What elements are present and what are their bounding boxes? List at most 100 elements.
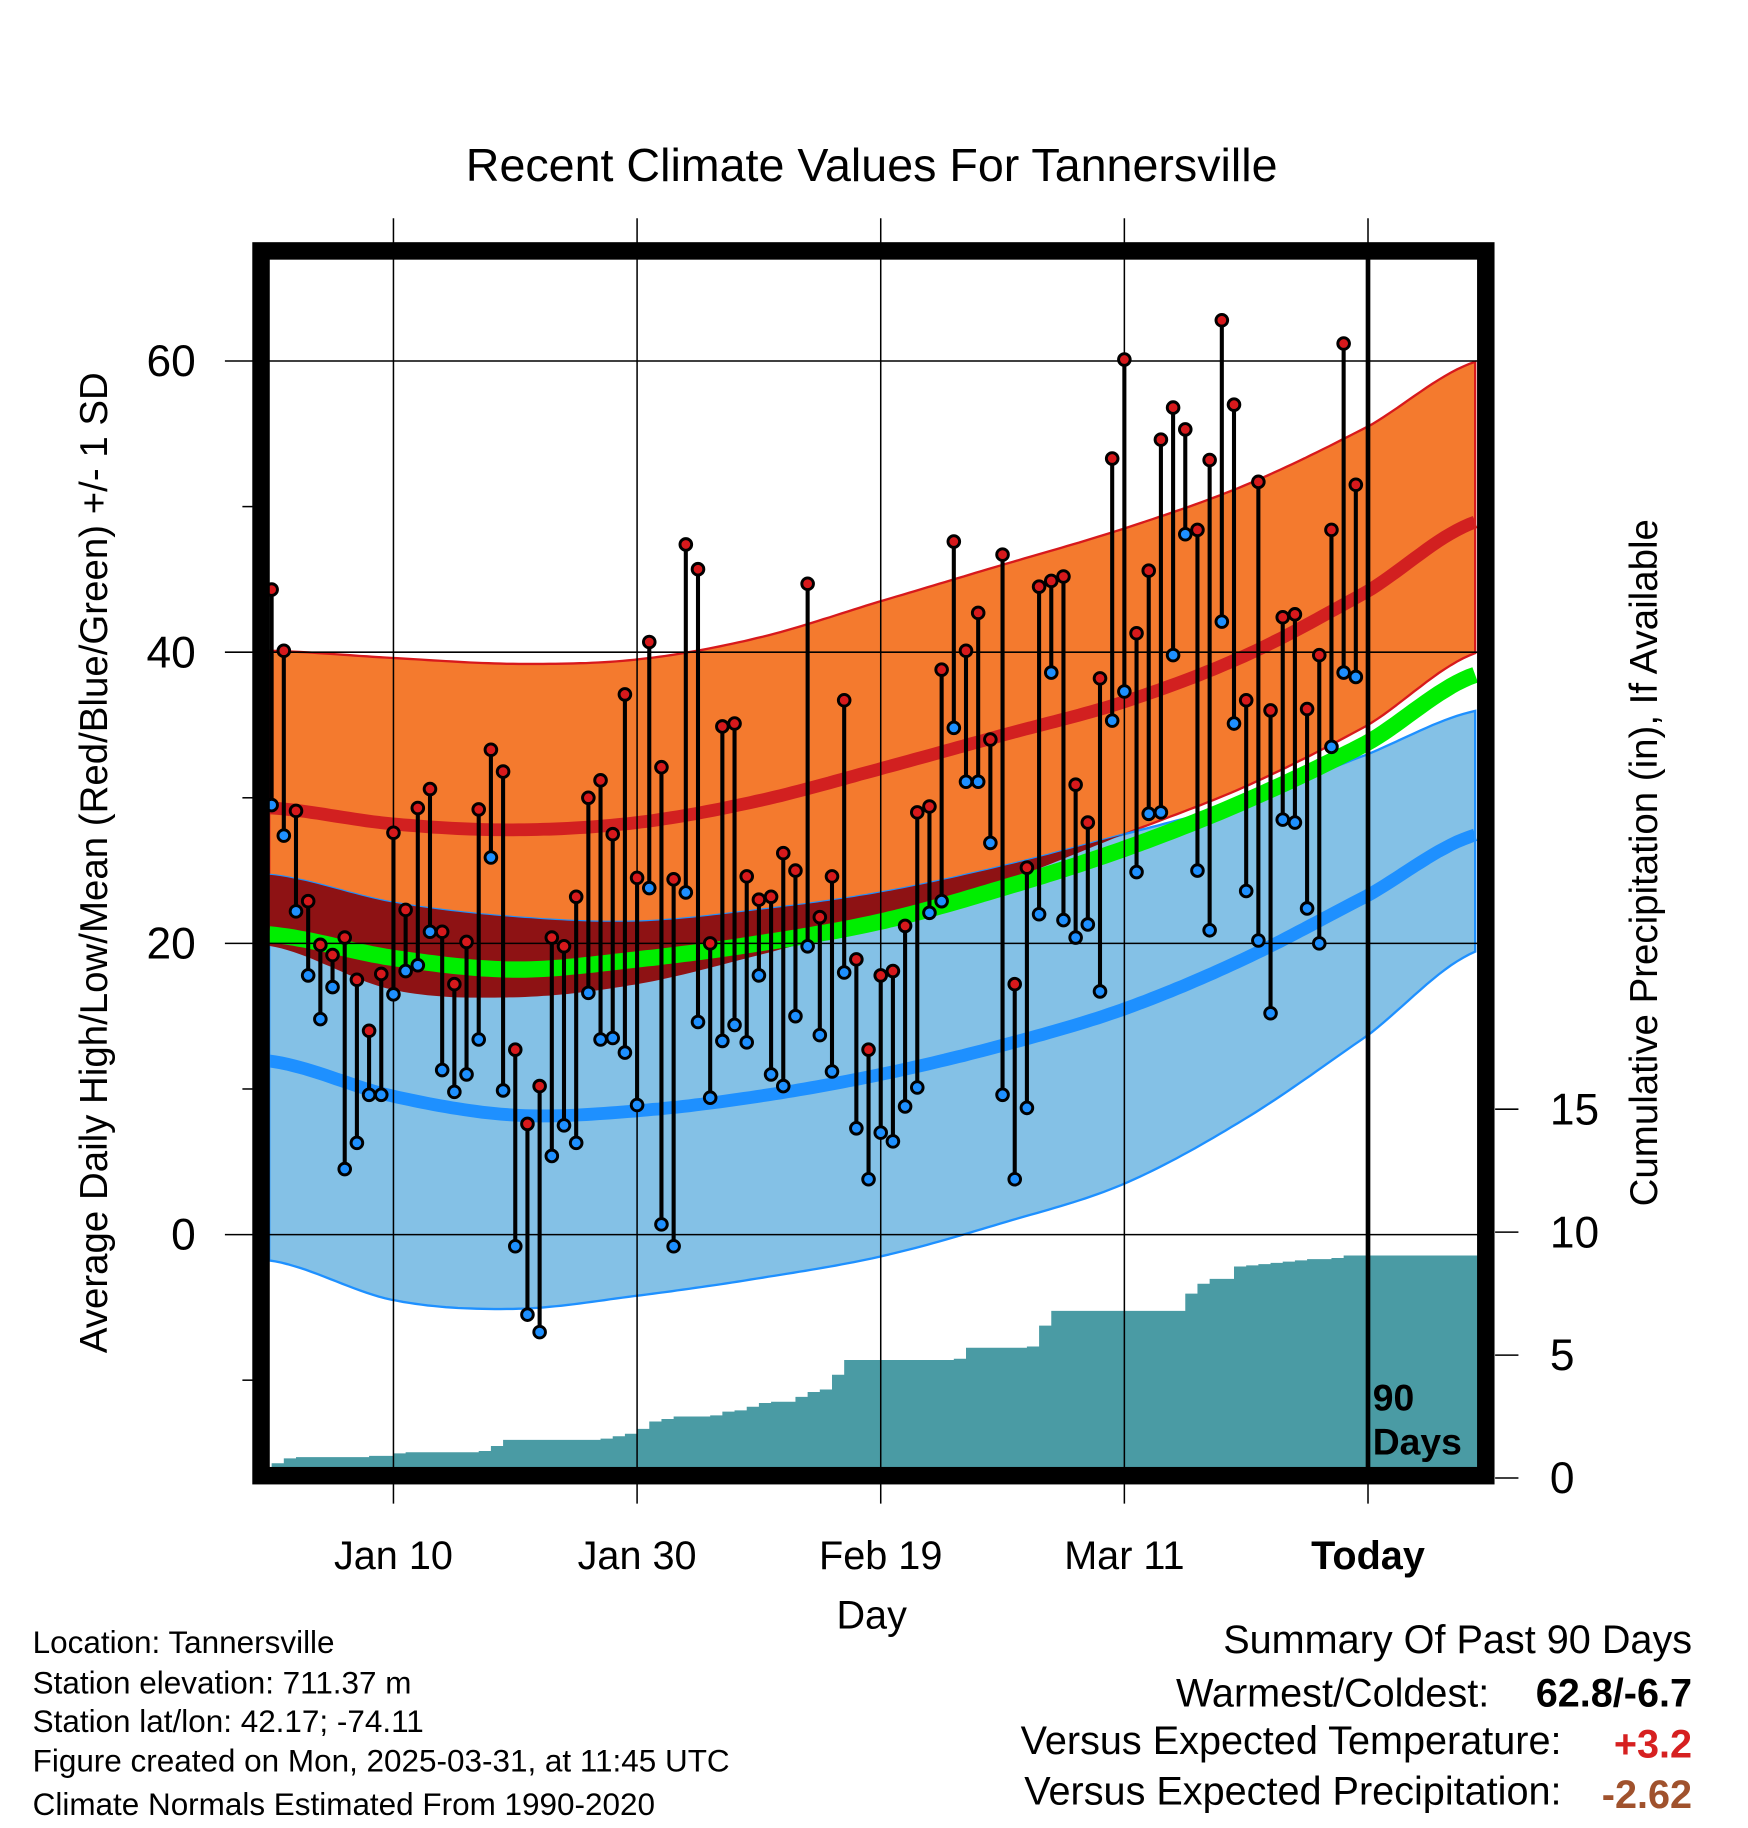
daily-high-point (1324, 522, 1339, 538)
daily-high-point (946, 534, 962, 549)
daily-low-point (1177, 526, 1193, 542)
daily-high-point (678, 537, 694, 552)
daily-high-point (1202, 452, 1217, 468)
daily-high-point (581, 790, 596, 806)
daily-high-point (788, 863, 803, 878)
daily-high-point (1117, 352, 1132, 367)
daily-low-point (507, 1238, 523, 1254)
daily-high-point (410, 800, 426, 816)
daily-high-point (276, 643, 292, 659)
summary-title: Summary Of Past 90 Days (1223, 1618, 1692, 1662)
daily-low-point (544, 1148, 560, 1164)
daily-high-point (800, 576, 815, 592)
daily-high-point (532, 1078, 547, 1094)
daily-low-point (1019, 1100, 1035, 1116)
daily-low-point (1263, 1005, 1278, 1021)
daily-high-point (325, 947, 340, 963)
daily-low-point (1043, 665, 1059, 680)
daily-low-point (751, 968, 767, 983)
daily-low-point (727, 1017, 742, 1033)
daily-high-point (1177, 422, 1193, 437)
daily-high-point (556, 939, 572, 954)
daily-low-point (715, 1033, 730, 1049)
daily-high-point (1056, 569, 1071, 584)
y-tick-label: 60 (147, 337, 196, 386)
daily-low-point (1214, 614, 1230, 629)
daily-low-point (873, 1125, 889, 1140)
daily-low-point (836, 965, 852, 980)
daily-low-point (1056, 912, 1071, 928)
daily-high-point (605, 826, 621, 842)
daily-low-point (1226, 716, 1242, 731)
latlon-text: Station lat/lon: 42.17; -74.11 (33, 1704, 424, 1739)
daily-low-point (1336, 665, 1351, 680)
daily-low-point (422, 924, 438, 940)
daily-high-point (373, 966, 389, 982)
low-normal-line (268, 828, 1478, 1123)
daily-low-point (1324, 739, 1339, 755)
daily-low-point (995, 1087, 1010, 1103)
daily-low-point (337, 1161, 353, 1177)
daily-high-point (1080, 815, 1096, 830)
mean-normal-line (268, 667, 1478, 978)
daily-low-point (909, 1080, 925, 1095)
daily-high-point (1043, 573, 1059, 589)
x-tick-label: Feb 19 (819, 1534, 942, 1578)
daily-high-point (1263, 703, 1278, 718)
daily-high-point (520, 1116, 535, 1132)
daily-high-point (1251, 474, 1266, 490)
elevation-text: Station elevation: 711.37 m (33, 1666, 412, 1701)
daily-low-point (1238, 883, 1254, 899)
daily-high-point (641, 634, 657, 650)
daily-high-point (1153, 432, 1169, 447)
daily-low-point (349, 1135, 365, 1151)
daily-low-point (1165, 647, 1181, 663)
daily-low-point (678, 885, 694, 900)
daily-high-point (507, 1042, 523, 1057)
daily-low-point (593, 1032, 608, 1047)
daily-high-point (1275, 609, 1291, 625)
today-marker-label: Days (1373, 1421, 1462, 1463)
daily-low-point (666, 1238, 681, 1254)
daily-high-point (593, 773, 608, 788)
daily-high-point (861, 1042, 876, 1057)
daily-low-point (1068, 930, 1083, 945)
daily-high-point (313, 937, 328, 953)
daily-high-point (885, 963, 901, 979)
daily-high-point (1141, 563, 1157, 578)
summary-panel: Summary Of Past 90 Days Warmest/Coldest:… (1021, 1618, 1692, 1817)
daily-low-point (1190, 863, 1205, 878)
daily-high-point (1031, 579, 1047, 594)
y-tick-label: 0 (171, 1211, 196, 1260)
daily-low-point (1153, 805, 1169, 820)
daily-low-point (1104, 713, 1120, 728)
daily-low-point (1287, 815, 1303, 830)
daily-high-point (849, 952, 864, 967)
daily-low-point (1202, 922, 1217, 938)
daily-low-point (1299, 901, 1315, 916)
daily-high-point (909, 805, 925, 820)
daily-high-point (702, 936, 718, 951)
plot-frame (252, 242, 1495, 1485)
daily-low-point (617, 1045, 633, 1060)
daily-low-point (520, 1307, 535, 1322)
daily-low-point (983, 835, 998, 851)
daily-low-point (702, 1090, 718, 1106)
daily-high-point (1129, 625, 1144, 641)
daily-high-point (1311, 647, 1327, 663)
y2-tick-label: 5 (1550, 1331, 1575, 1380)
daily-high-point (300, 893, 316, 909)
overlap-band (269, 710, 1476, 998)
cumulative-precip-area (271, 1255, 1478, 1479)
daily-high-point (836, 692, 852, 708)
warmest-coldest-value: 62.8/-6.7 (1536, 1671, 1692, 1715)
daily-high-point (873, 968, 889, 983)
daily-low-point (1348, 669, 1364, 685)
daily-low-point (361, 1087, 377, 1103)
daily-low-point (934, 893, 949, 909)
daily-high-point (1299, 701, 1315, 717)
daily-high-point (288, 803, 304, 819)
daily-high-point (447, 976, 462, 992)
daily-high-point (715, 719, 730, 734)
